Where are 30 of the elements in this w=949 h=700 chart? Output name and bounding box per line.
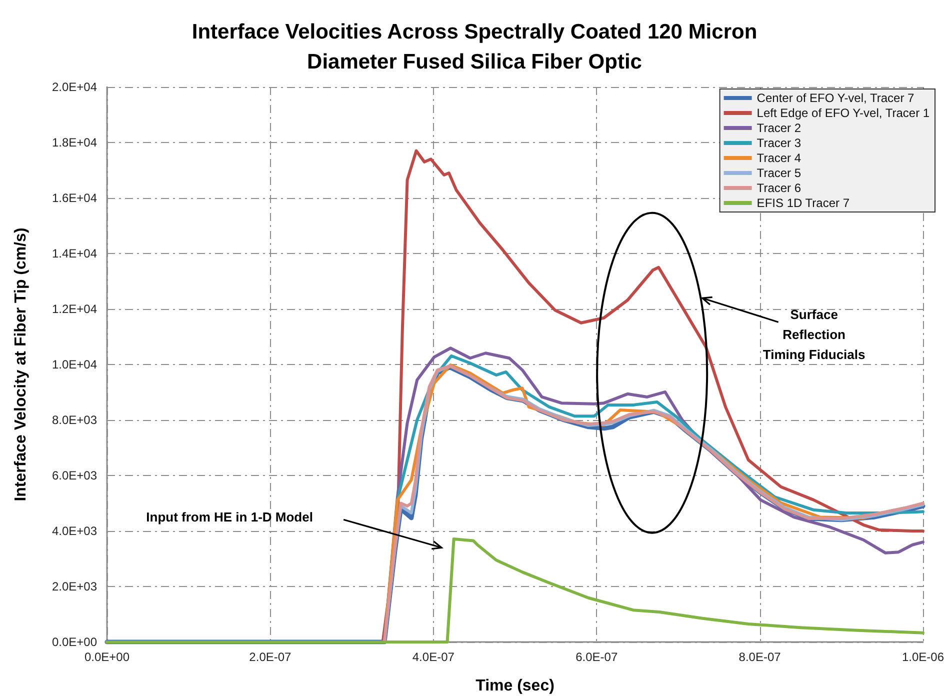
x-tick-label: 6.0E-07 [576, 650, 618, 664]
annotation: Surface Reflection Timing Fiducials [762, 306, 866, 362]
legend-label: Center of EFO Y-vel, Tracer 7 [756, 91, 915, 105]
x-axis-title: Time (sec) [476, 678, 554, 694]
y-axis-title: Interface Velocity at Fiber Tip (cm/s) [12, 228, 30, 502]
x-tick-label: 1.0E-06 [902, 650, 944, 664]
y-tick-label: 2.0E+04 [52, 80, 98, 94]
y-tick-label: 8.0E+03 [52, 413, 98, 427]
annotation: Input from HE in 1-D Model [146, 510, 313, 525]
y-tick-label: 1.4E+04 [52, 246, 98, 260]
y-tick-label: 0.0E+00 [52, 635, 98, 649]
y-tick-label: 2.0E+03 [52, 580, 98, 594]
x-tick-label: 0.0E+00 [84, 650, 130, 664]
y-tick-label: 1.8E+04 [52, 136, 98, 150]
y-tick-label: 1.2E+04 [52, 302, 98, 316]
legend-label: Tracer 4 [756, 151, 802, 165]
y-tick-label: 1.6E+04 [52, 191, 98, 205]
legend-label: EFIS 1D Tracer 7 [756, 196, 850, 210]
y-tick-label: 6.0E+03 [52, 468, 98, 482]
y-tick-label: 4.0E+03 [52, 524, 98, 538]
legend-label: Left Edge of EFO Y-vel, Tracer 1 [756, 106, 930, 120]
legend-label: Tracer 5 [756, 166, 802, 180]
legend-label: Tracer 2 [756, 121, 802, 135]
y-tick-label: 1.0E+04 [52, 358, 98, 372]
x-tick-label: 2.0E-07 [249, 650, 292, 664]
chart-title: Interface Velocities Across Spectrally Coated 120 Micron Diameter Fused Silica Fiber Optic [192, 20, 758, 74]
legend-label: Tracer 6 [756, 181, 802, 195]
x-tick-label: 4.0E-07 [412, 650, 455, 664]
x-tick-label: 8.0E-07 [738, 650, 782, 664]
legend-label: Tracer 3 [756, 136, 802, 150]
